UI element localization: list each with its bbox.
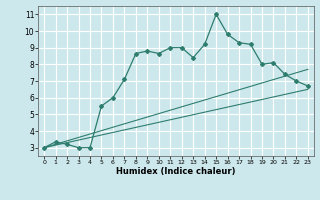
X-axis label: Humidex (Indice chaleur): Humidex (Indice chaleur) — [116, 167, 236, 176]
